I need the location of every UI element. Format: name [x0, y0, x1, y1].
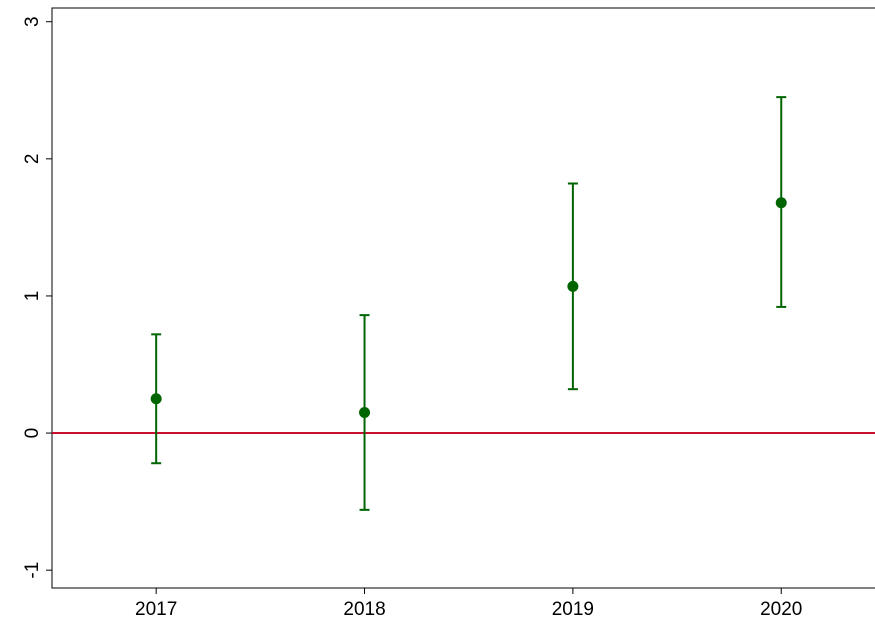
- y-tick-label: 1: [22, 291, 43, 302]
- x-tick-label: 2019: [552, 599, 594, 620]
- x-tick-label: 2017: [135, 599, 177, 620]
- point: [150, 393, 162, 405]
- point: [359, 406, 371, 418]
- y-tick-label: 0: [22, 428, 43, 439]
- y-tick-label: 2: [22, 154, 43, 165]
- x-tick-label: 2020: [760, 599, 802, 620]
- point: [567, 280, 579, 292]
- x-tick-label: 2018: [343, 599, 385, 620]
- y-tick-label: -1: [22, 562, 43, 579]
- y-tick-label: 3: [22, 16, 43, 27]
- plot-frame: [51, 7, 875, 589]
- point: [775, 197, 787, 209]
